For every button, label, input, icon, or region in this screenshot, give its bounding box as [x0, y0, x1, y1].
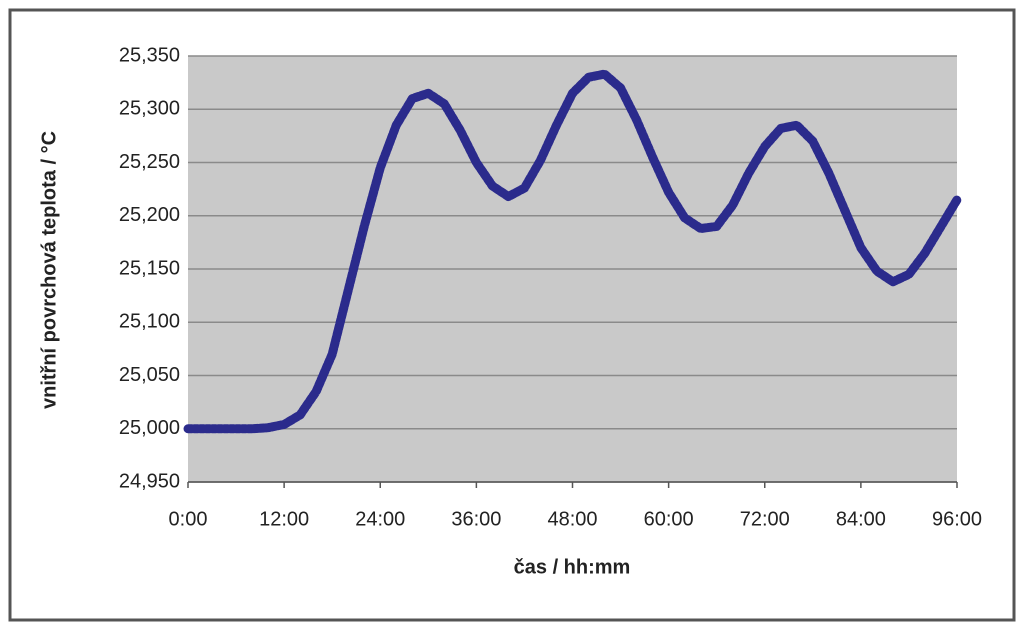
y-tick-label: 25,000: [119, 417, 180, 439]
y-tick-label: 24,950: [119, 470, 180, 492]
y-tick-label: 25,100: [119, 311, 180, 333]
x-tick-label: 96:00: [932, 508, 982, 530]
x-tick-label: 24:00: [355, 508, 405, 530]
y-tick-label: 25,250: [119, 151, 180, 173]
x-tick-label: 36:00: [451, 508, 501, 530]
x-tick-label: 72:00: [740, 508, 790, 530]
x-tick-label: 84:00: [836, 508, 886, 530]
y-tick-label: 25,300: [119, 98, 180, 120]
y-tick-label: 25,200: [119, 204, 180, 226]
x-axis-title: čas / hh:mm: [514, 556, 631, 578]
y-tick-label: 25,350: [119, 44, 180, 66]
y-tick-label: 25,150: [119, 257, 180, 279]
y-axis-title: vnitřní povrchová teplota / °C: [38, 131, 60, 409]
x-tick-label: 60:00: [644, 508, 694, 530]
x-tick-label: 48:00: [547, 508, 597, 530]
x-tick-label: 12:00: [259, 508, 309, 530]
data-line: [183, 69, 962, 434]
x-tick-label: 0:00: [169, 508, 208, 530]
y-tick-label: 25,050: [119, 364, 180, 386]
